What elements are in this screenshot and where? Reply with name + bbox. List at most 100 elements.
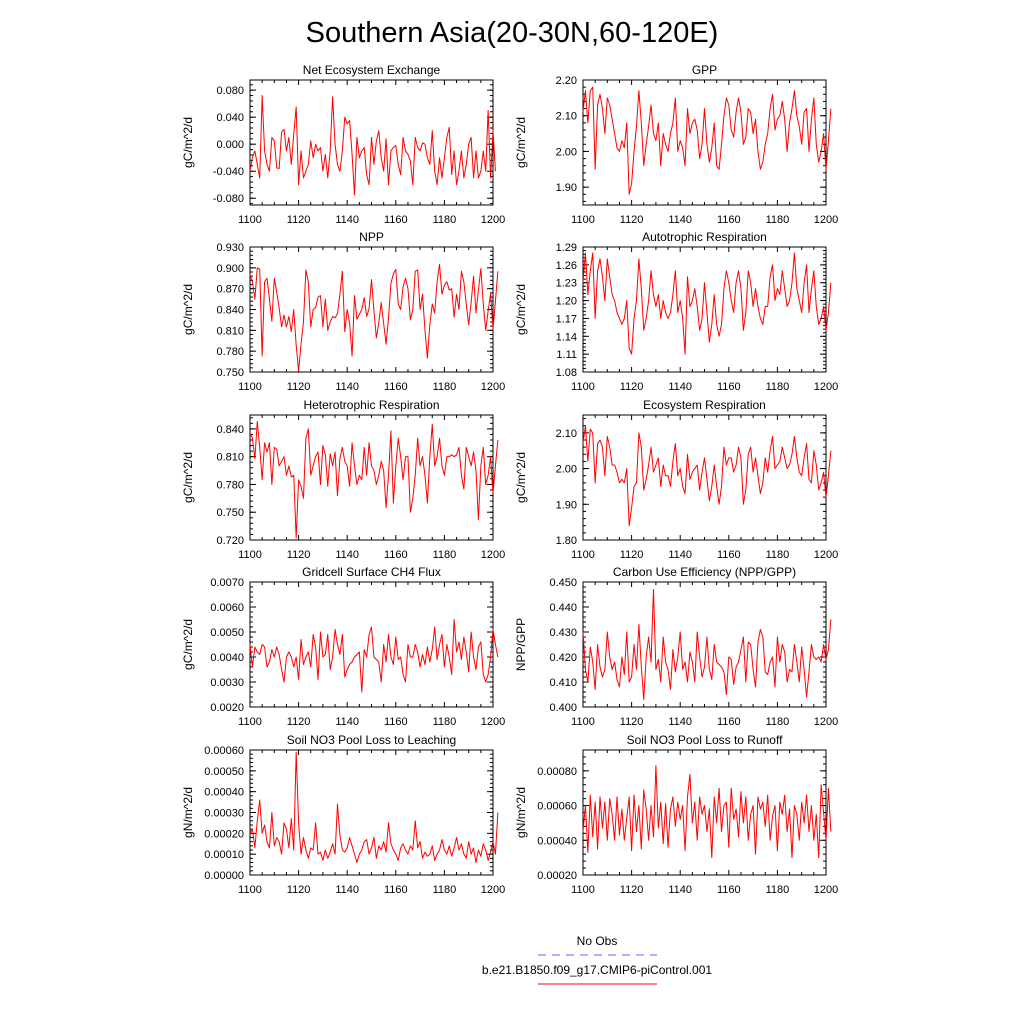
y-tick-label: 0.040 [216,112,244,124]
y-axis-label: gC/m^2/d [181,284,195,335]
x-tick-label: 1180 [766,716,790,728]
y-tick-label: 0.410 [549,677,577,689]
x-tick-label: 1120 [287,549,311,561]
y-tick-label: 2.20 [556,75,577,87]
y-tick-label: 1.11 [556,349,577,361]
y-tick-label: 0.00060 [204,745,244,757]
x-tick-label: 1200 [814,884,838,896]
y-tick-label: 0.870 [216,284,244,296]
x-tick-label: 1140 [668,884,692,896]
x-tick-label: 1120 [287,884,311,896]
x-tick-label: 1200 [481,549,505,561]
legend-label-obs: No Obs [577,934,618,948]
y-tick-label: 0.0020 [210,702,244,714]
y-tick-label: 0.00020 [537,870,577,882]
x-tick-label: 1140 [335,716,359,728]
y-tick-label: 1.08 [556,367,577,379]
y-axis-label: gC/m^2/d [181,117,195,168]
x-tick-label: 1100 [571,381,595,393]
plot-frame [582,246,827,373]
x-tick-label: 1140 [668,716,692,728]
series-line [249,751,499,863]
x-tick-label: 1160 [717,214,741,226]
panel-title: NPP [359,230,384,244]
legend-label-model: b.e21.B1850.f09_g17.CMIP6-piControl.001 [482,963,712,977]
y-tick-label: 0.0040 [210,652,244,664]
x-tick-label: 1180 [433,381,457,393]
x-tick-label: 1140 [335,381,359,393]
x-tick-label: 1140 [335,549,359,561]
legend: No Obs b.e21.B1850.f09_g17.CMIP6-piContr… [482,934,712,985]
series-line [582,252,832,355]
x-tick-label: 1100 [238,214,262,226]
y-tick-label: 0.0060 [210,602,244,614]
y-axis-label: gN/m^2/d [514,787,528,838]
x-tick-label: 1120 [620,716,644,728]
panel-title: Net Ecosystem Exchange [303,63,441,77]
y-tick-label: 0.840 [216,424,244,436]
x-tick-label: 1200 [481,214,505,226]
y-axis-label: NPP/GPP [514,618,528,671]
plot-frame [582,414,827,541]
panel-title: Ecosystem Respiration [643,398,766,412]
panel-title: Heterotrophic Respiration [303,398,439,412]
x-tick-label: 1180 [433,884,457,896]
y-tick-label: 0.00020 [204,828,244,840]
plot-frame [249,749,494,876]
y-tick-label: 0.00030 [204,808,244,820]
x-tick-label: 1160 [384,549,408,561]
x-tick-label: 1160 [384,214,408,226]
figure-title: Southern Asia(20-30N,60-120E) [306,17,719,49]
y-axis-label: gC/m^2/d [514,452,528,503]
y-tick-label: 0.0030 [210,677,244,689]
y-axis-label: gC/m^2/d [181,619,195,670]
panel-title: Carbon Use Efficiency (NPP/GPP) [613,565,796,579]
y-tick-label: 0.420 [549,652,577,664]
x-tick-label: 1180 [766,884,790,896]
y-tick-label: 0.00010 [204,849,244,861]
x-tick-label: 1200 [814,381,838,393]
y-tick-label: 0.440 [549,602,577,614]
y-tick-label: 0.810 [216,452,244,464]
panel-gridcell-surface-ch4-flux: Gridcell Surface CH4 Flux gC/m^2/d 1100 112… [181,565,505,728]
x-tick-label: 1200 [814,549,838,561]
y-tick-label: 0.750 [216,367,244,379]
series-line [582,589,832,700]
y-tick-label: 2.00 [556,464,577,476]
panel-title: Gridcell Surface CH4 Flux [302,565,441,579]
x-tick-label: 1140 [335,214,359,226]
panel-autotrophic-respiration: Autotrophic Respiration gC/m^2/d 1100 1120 1… [514,230,838,393]
y-tick-label: 1.26 [556,260,577,272]
y-tick-label: 0.450 [549,577,577,589]
panel-gpp: GPP gC/m^2/d 1100 1120 1140 1160 1180 1200 1.90 2… [514,63,838,226]
series-line [249,619,499,693]
y-tick-label: 0.00060 [537,801,577,813]
x-tick-label: 1140 [335,884,359,896]
y-tick-label: 0.930 [216,242,244,254]
y-tick-label: 0.000 [216,139,244,151]
y-tick-label: 0.00050 [204,766,244,778]
y-tick-label: 0.900 [216,263,244,275]
plot-frame [582,581,827,708]
y-axis-label: gN/m^2/d [181,787,195,838]
x-tick-label: 1140 [668,214,692,226]
x-tick-label: 1200 [481,716,505,728]
x-tick-label: 1140 [668,549,692,561]
x-tick-label: 1100 [571,214,595,226]
y-tick-label: 0.840 [216,305,244,317]
x-tick-label: 1180 [766,549,790,561]
x-tick-label: 1180 [433,214,457,226]
x-tick-label: 1100 [238,381,262,393]
y-tick-label: 1.23 [556,278,577,290]
x-tick-label: 1120 [620,549,644,561]
series-line [582,425,832,527]
y-tick-label: 0.780 [216,479,244,491]
y-tick-label: 0.00040 [204,787,244,799]
x-tick-label: 1200 [481,884,505,896]
x-tick-label: 1180 [433,549,457,561]
panel-npp: NPP gC/m^2/d 1100 1120 1140 1160 1180 1200 0.750… [181,230,505,393]
y-tick-label: 0.750 [216,507,244,519]
y-tick-label: 0.810 [216,325,244,337]
x-tick-label: 1120 [287,214,311,226]
y-tick-label: 0.400 [549,702,577,714]
